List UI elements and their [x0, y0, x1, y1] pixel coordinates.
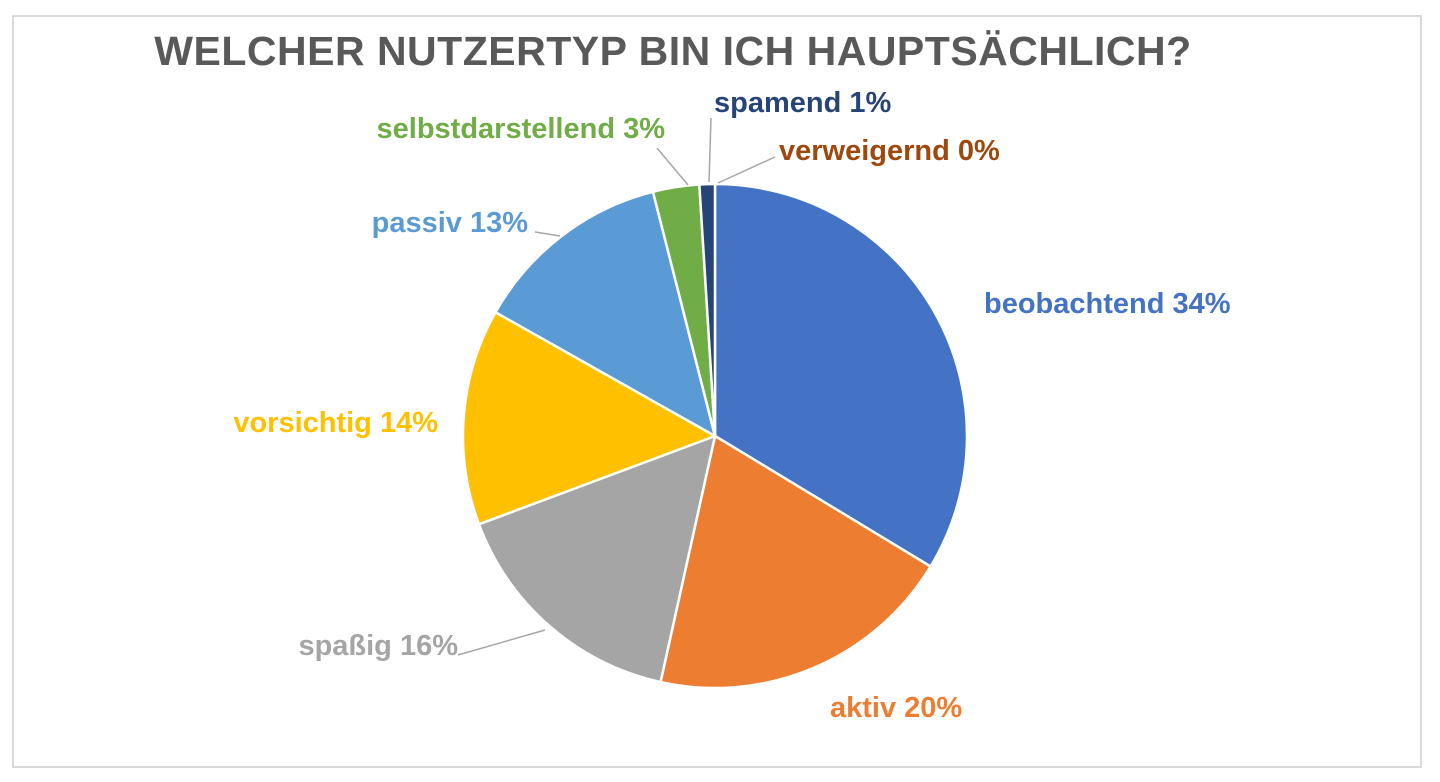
leader-line-passiv	[534, 231, 561, 237]
data-label-verweigernd: verweigernd 0%	[779, 135, 1000, 167]
data-label-beobachtend: beobachtend 34%	[984, 288, 1231, 320]
pie-slice-vorsichtig	[461, 310, 718, 526]
pie-slices	[461, 182, 969, 690]
leader-line-spaßig	[457, 629, 546, 656]
leader-line-spamend	[708, 117, 712, 183]
data-labels: beobachtend 34% aktiv 20% spaßig 16% vorsic…	[233, 87, 1230, 724]
data-label-vorsichtig: vorsichtig 14%	[233, 407, 438, 439]
data-label-aktiv: aktiv 20%	[830, 692, 962, 724]
pie-slice-spamend	[698, 182, 717, 437]
data-label-passiv: passiv 13%	[372, 207, 529, 239]
pie-slice-aktiv	[659, 434, 933, 690]
leader-lines	[457, 117, 776, 656]
leader-line-selbstdarstellend	[656, 147, 689, 186]
data-label-selbstdarstellend: selbstdarstellend 3%	[377, 113, 666, 145]
chart-title: WELCHER NUTZERTYP BIN ICH HAUPTSÄCHLICH?	[154, 28, 1192, 74]
leader-line-verweigernd	[717, 156, 776, 184]
pie-slice-beobachtend	[713, 182, 969, 569]
data-label-spamend: spamend 1%	[714, 87, 891, 119]
data-label-spaßig: spaßig 16%	[298, 630, 458, 662]
pie-slice-spaßig	[477, 434, 717, 684]
pie-slice-passiv	[493, 190, 717, 439]
